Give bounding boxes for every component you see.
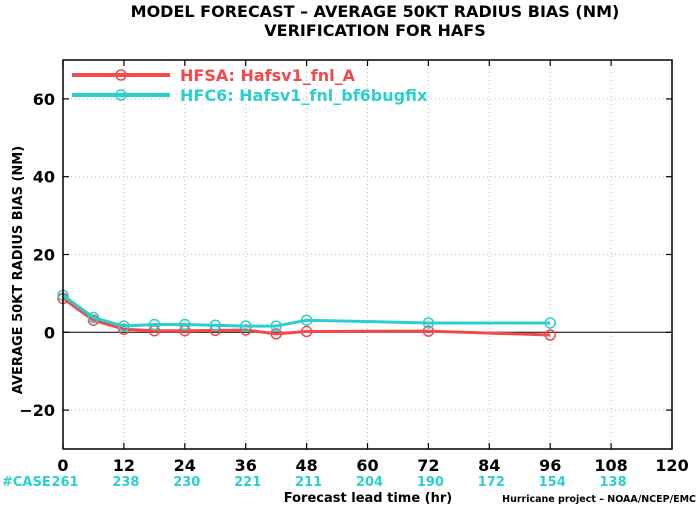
legend-marker <box>115 89 127 101</box>
series-line <box>62 294 551 328</box>
data-point <box>300 314 313 326</box>
y-tick-label: 60 <box>33 90 55 109</box>
data-point <box>118 323 130 335</box>
data-point <box>87 311 100 324</box>
case-count: 172 <box>478 475 505 490</box>
data-point <box>209 319 221 332</box>
case-count: 221 <box>234 475 261 490</box>
data-point <box>300 325 313 338</box>
case-count: 138 <box>600 475 627 490</box>
x-tick-label: 12 <box>113 456 135 475</box>
x-axis-label: Forecast lead time (hr) <box>284 491 452 506</box>
case-count: 238 <box>112 475 139 490</box>
y-tick-label: 0 <box>44 323 55 342</box>
data-point <box>270 320 282 332</box>
data-point <box>422 317 435 329</box>
case-count: 261 <box>51 475 78 490</box>
y-tick-label: 20 <box>33 246 55 265</box>
credit-text: Hurricane project – NOAA/NCEP/EMC <box>502 494 696 505</box>
x-tick-label: 108 <box>594 456 627 475</box>
legend-label: HFC6: Hafsv1_fnl_bf6bugfix <box>180 86 428 105</box>
grid-lines <box>63 60 672 449</box>
chart-title-line-2: VERIFICATION FOR HAFS <box>264 21 485 40</box>
case-label: #CASE <box>2 475 51 490</box>
series-lines <box>57 289 556 341</box>
x-tick-label: 24 <box>174 456 196 475</box>
legend-label: HFSA: Hafsv1_fnl_A <box>180 66 356 85</box>
x-tick-label: 120 <box>655 456 688 475</box>
data-point <box>148 318 161 331</box>
case-count: 154 <box>539 475 566 490</box>
case-count: 190 <box>417 475 444 490</box>
x-tick-label: 72 <box>417 456 439 475</box>
data-point <box>239 320 252 332</box>
y-axis-label: AVERAGE 50KT RADIUS BIAS (NM) <box>11 146 26 394</box>
y-tick-label: −20 <box>19 401 55 420</box>
x-tick-label: 96 <box>539 456 561 475</box>
x-tick-label: 48 <box>295 456 317 475</box>
axis-ticks: 0 12 24 36 48 60 72 84 96 108 120 −20 0 20 40 60 <box>19 60 689 475</box>
data-point <box>179 318 191 331</box>
data-point <box>118 320 130 332</box>
data-point <box>422 325 435 337</box>
case-count-row: #CASE 261 238 230 221 211 204 190 172 154 138 <box>2 475 627 490</box>
y-tick-label: 40 <box>33 168 55 187</box>
data-point <box>544 317 556 329</box>
chart-title-line-1: MODEL FORECAST – AVERAGE 50KT RADIUS BIA… <box>131 2 620 21</box>
case-count: 211 <box>295 475 322 490</box>
legend-marker <box>115 69 127 81</box>
case-count: 204 <box>356 475 383 490</box>
x-tick-label: 84 <box>478 456 500 475</box>
data-point <box>270 328 282 340</box>
x-tick-label: 60 <box>356 456 378 475</box>
case-count: 230 <box>173 475 200 490</box>
x-tick-label: 0 <box>57 456 68 475</box>
data-point <box>544 329 556 341</box>
x-tick-label: 36 <box>235 456 257 475</box>
